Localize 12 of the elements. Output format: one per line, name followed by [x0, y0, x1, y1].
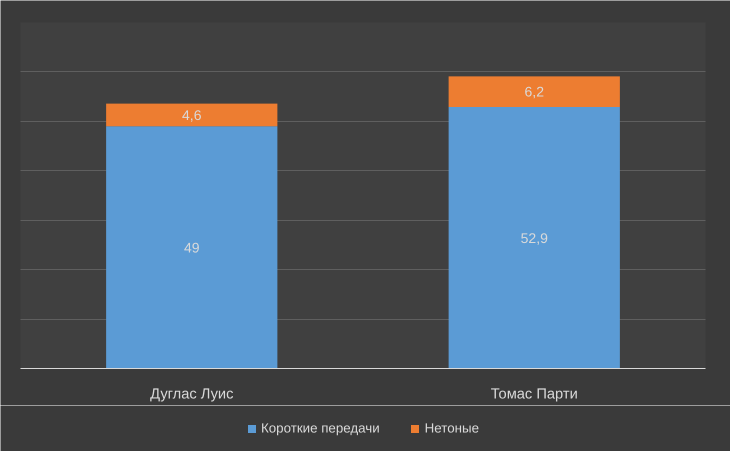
data-label: 4,6	[182, 106, 202, 123]
x-tick-label: Томас Парти	[490, 386, 578, 402]
legend-label: Короткие передачи	[261, 420, 380, 436]
data-label: 49	[184, 239, 200, 256]
data-label: 6,2	[524, 84, 544, 100]
x-tick-label: Дуглас Луис	[150, 386, 234, 402]
bar	[106, 104, 278, 126]
bar	[106, 126, 278, 368]
bar	[448, 107, 620, 368]
data-label: 52,9	[520, 230, 548, 246]
legend-label: Нетоные	[424, 420, 479, 436]
bar	[448, 76, 620, 108]
